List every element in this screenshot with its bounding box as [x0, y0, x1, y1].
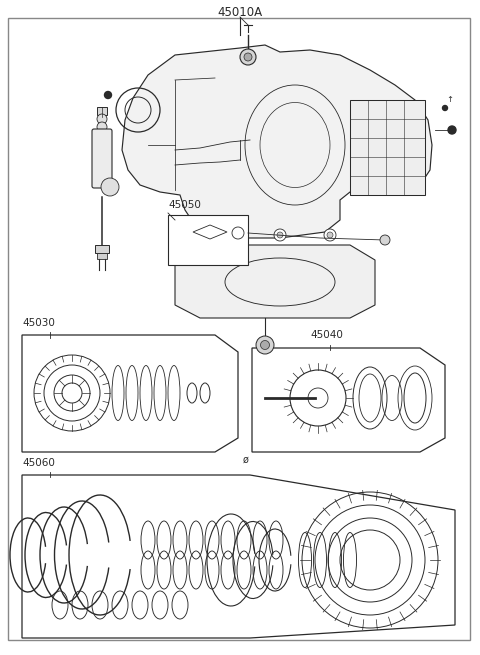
Circle shape: [244, 53, 252, 61]
Circle shape: [261, 341, 269, 350]
Circle shape: [194, 229, 206, 241]
Circle shape: [97, 114, 107, 124]
Text: 45010A: 45010A: [217, 5, 263, 18]
Circle shape: [448, 126, 456, 134]
Circle shape: [197, 232, 203, 238]
FancyBboxPatch shape: [92, 129, 112, 188]
Circle shape: [240, 49, 256, 65]
Text: 45050: 45050: [168, 200, 201, 210]
Text: ↑: ↑: [446, 96, 454, 105]
Polygon shape: [22, 335, 238, 452]
Bar: [95, 245, 109, 253]
Text: ø: ø: [243, 455, 249, 465]
Bar: [97, 107, 107, 115]
Circle shape: [324, 229, 336, 241]
Circle shape: [101, 178, 119, 196]
Circle shape: [274, 229, 286, 241]
Text: 45060: 45060: [22, 458, 55, 468]
Circle shape: [105, 92, 111, 98]
Circle shape: [256, 336, 274, 354]
Polygon shape: [22, 475, 455, 638]
Circle shape: [443, 105, 447, 111]
Circle shape: [380, 235, 390, 245]
Polygon shape: [122, 45, 432, 238]
Circle shape: [327, 232, 333, 238]
Polygon shape: [175, 245, 375, 318]
Text: 45030: 45030: [22, 318, 55, 328]
Circle shape: [97, 122, 107, 132]
Bar: [168, 215, 248, 265]
Bar: [97, 253, 107, 259]
Circle shape: [277, 232, 283, 238]
Polygon shape: [252, 348, 445, 452]
Bar: [350, 100, 425, 195]
Text: 45040: 45040: [310, 330, 343, 340]
